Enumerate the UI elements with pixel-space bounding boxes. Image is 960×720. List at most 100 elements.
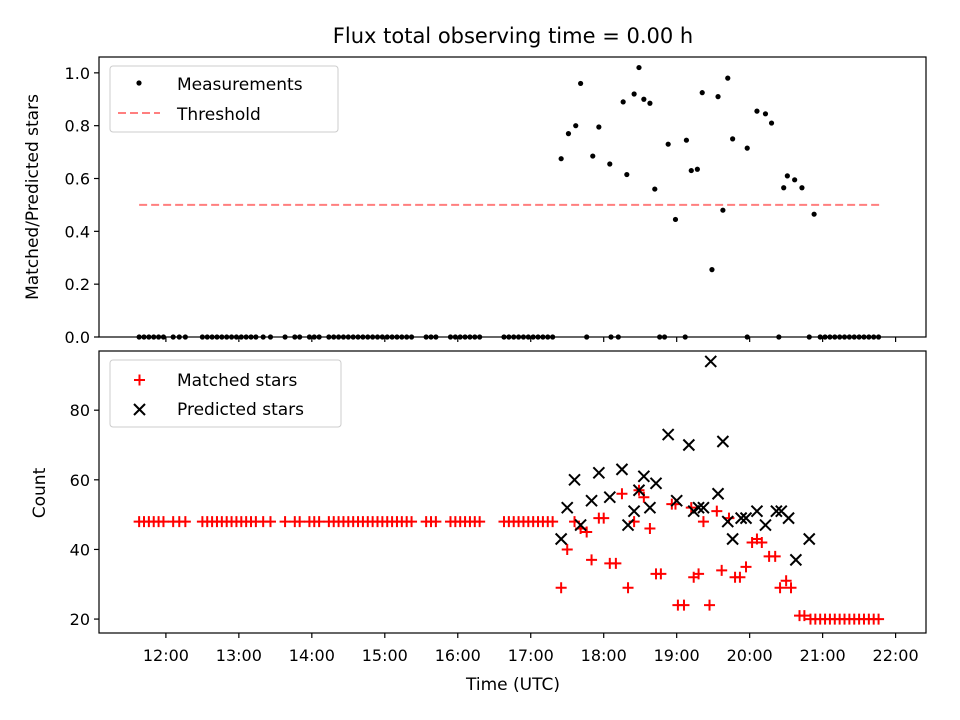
matched-stars-point [179,516,191,528]
bottom-x-axis: 12:00 13:00 14:00 15:00 16:00 17:00 18:00 19:00… [143,633,919,665]
predicted-stars-point [803,532,816,546]
top-legend: Measurements Threshold [109,65,339,133]
x-tick-label: 17:00 [508,646,554,665]
measurements-point [652,186,658,192]
measurements-point [578,80,584,87]
predicted-stars-point [721,515,734,528]
bottom-y-axis: 20 40 60 80 [70,401,99,629]
predicted-stars-point [649,477,663,490]
top-panel: 0.0 0.2 0.4 0.6 0.8 1.0 Matched/Predicted sta… [23,56,927,347]
matched-stars-point [780,575,792,587]
predicted-stars-point [734,511,748,525]
legend-label-threshold: Threshold [176,105,261,125]
matched-stars-point [697,516,709,528]
measurements-point [565,131,572,137]
top-y-axis-label: Matched/Predicted stars [23,94,43,300]
predicted-stars-point [632,484,646,497]
measurements-point [784,173,790,179]
x-tick-label: 21:00 [800,646,846,665]
measurements-point [624,171,630,178]
predicted-stars-point [716,435,730,448]
bottom-legend: Matched stars Predicted stars [109,359,342,428]
matched-stars-point [740,561,752,573]
measurements-point [725,75,731,81]
measurements-point [744,145,750,151]
x-tick-label: 22:00 [873,646,919,665]
measurements-point [768,120,775,126]
predicted-stars-point [782,511,795,525]
legend-label-matched-stars: Matched stars [177,371,297,391]
matched-stars-point [711,505,723,517]
bottom-y-tick-label: 20 [70,610,90,629]
predicted-stars-point [615,463,629,476]
x-tick-label: 16:00 [435,646,481,665]
matched-stars-point [598,512,610,524]
top-y-tick-label: 0.2 [65,275,90,294]
predicted-stars-point [637,470,651,483]
measurements-point [720,207,726,213]
matched-stars-point [586,554,598,566]
measurements-point [647,100,653,106]
matched-stars-point [734,571,746,583]
matched-stars-point [785,582,797,594]
predicted-stars-point [759,518,772,532]
x-tick-label: 19:00 [654,646,700,665]
matched-stars-point [756,536,768,548]
bottom-marks [133,355,885,625]
predicted-stars-point [692,501,705,514]
top-plot-frame [98,56,927,338]
measurements-point [762,111,769,117]
measurements-point [590,153,596,159]
bottom-y-tick-label: 40 [70,540,90,559]
predicted-stars-point [704,355,717,368]
matched-stars-point [798,610,810,622]
measurements-point [607,161,613,167]
measurements-point [558,156,564,162]
x-tick-label: 13:00 [216,646,262,665]
predicted-stars-point [682,438,696,452]
measurements-point [620,99,626,105]
predicted-stars-point [554,532,568,546]
predicted-stars-point [574,518,587,532]
x-tick-label: 15:00 [362,646,408,665]
top-y-tick-label: 0.0 [65,328,90,347]
top-y-axis: 0.0 0.2 0.4 0.6 0.8 1.0 [65,64,99,347]
legend-marker-matched-stars [134,374,145,386]
bottom-legend-box [109,359,342,428]
matched-stars-point [547,516,559,528]
measurements-point [699,90,705,96]
predicted-stars-point [697,501,710,514]
measurements-point [799,185,805,191]
chart-title: Flux total observing time = 0.00 h [333,24,693,48]
matched-stars-point [644,523,656,535]
bottom-y-tick-label: 80 [70,401,90,420]
matched-stars-point [313,516,325,528]
predicted-stars-point [592,466,606,480]
legend-label-measurements: Measurements [177,75,303,95]
measurements-point [792,177,798,183]
predicted-stars-point [568,473,581,487]
matched-stars-point [774,582,786,594]
predicted-stars-point [670,494,683,507]
matched-stars-point [294,516,306,528]
matched-stars-point [704,599,716,611]
top-y-tick-label: 0.8 [65,117,90,136]
matched-stars-point [279,516,291,528]
top-y-tick-label: 0.6 [65,170,90,189]
x-tick-label: 14:00 [289,646,335,665]
matched-stars-point [581,526,593,538]
predicted-stars-point [770,504,783,518]
measurements-point [573,123,579,129]
bottom-y-tick-label: 60 [70,471,90,490]
measurements-point [715,94,721,100]
measurements-point [636,64,642,71]
measurements-point [683,137,690,143]
matched-stars-point [474,516,486,528]
matched-stars-point [610,557,622,569]
matched-stars-point [264,516,276,528]
matched-stars-point [622,582,634,594]
predicted-stars-point [643,501,657,514]
measurements-point [781,185,787,191]
